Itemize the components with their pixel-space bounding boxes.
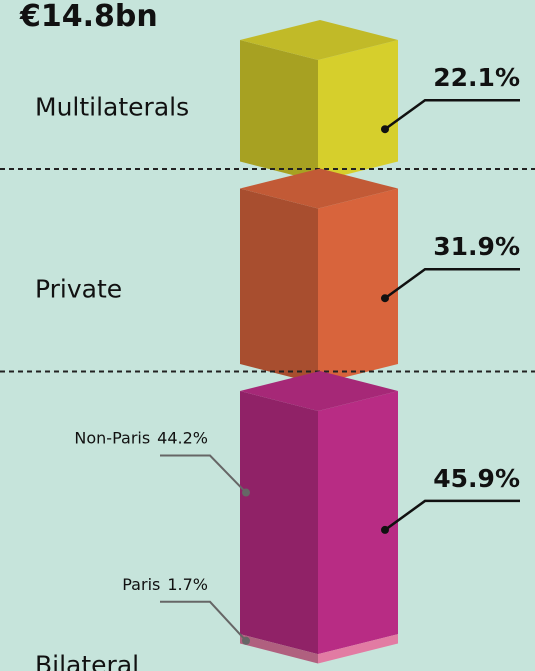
- leader-line: [160, 454, 247, 494]
- leader-dot: [242, 636, 250, 645]
- cube-top-face: [240, 371, 398, 411]
- part-value: 44.2%: [157, 429, 208, 448]
- cube-right-face: [318, 634, 398, 664]
- category-label: Bilateral: [35, 650, 139, 671]
- part-label: Non-Paris 44.2%: [74, 429, 208, 448]
- part-name: Paris: [122, 575, 160, 594]
- part-value: 1.7%: [167, 575, 208, 594]
- cube-right-face: [318, 391, 398, 655]
- leader-line: [384, 98, 520, 131]
- part-name: Non-Paris: [74, 429, 150, 448]
- cube-right-face: [318, 40, 398, 182]
- leader-dot: [381, 525, 389, 534]
- category-label: Private: [35, 274, 122, 303]
- part-label: Paris 1.7%: [122, 575, 208, 594]
- cube-left-face: [240, 188, 318, 384]
- cube-right-face: [318, 188, 398, 384]
- cube-left-face: [240, 391, 318, 655]
- value-label: 45.9%: [433, 464, 520, 493]
- cube-left-face: [240, 634, 318, 664]
- leader-dot: [242, 488, 250, 497]
- category-label: Multilaterals: [35, 92, 189, 121]
- cube-top-face: [240, 168, 398, 209]
- leader-dot: [381, 125, 389, 134]
- value-label: 31.9%: [433, 232, 520, 261]
- chart-title: €14.8bn: [19, 0, 158, 34]
- leader-dot: [381, 294, 389, 303]
- leader-line: [384, 267, 520, 300]
- cube-top-face: [240, 20, 398, 60]
- leader-line: [160, 600, 247, 642]
- cube-left-face: [240, 40, 318, 182]
- value-label: 22.1%: [433, 63, 520, 92]
- leader-line: [384, 499, 520, 531]
